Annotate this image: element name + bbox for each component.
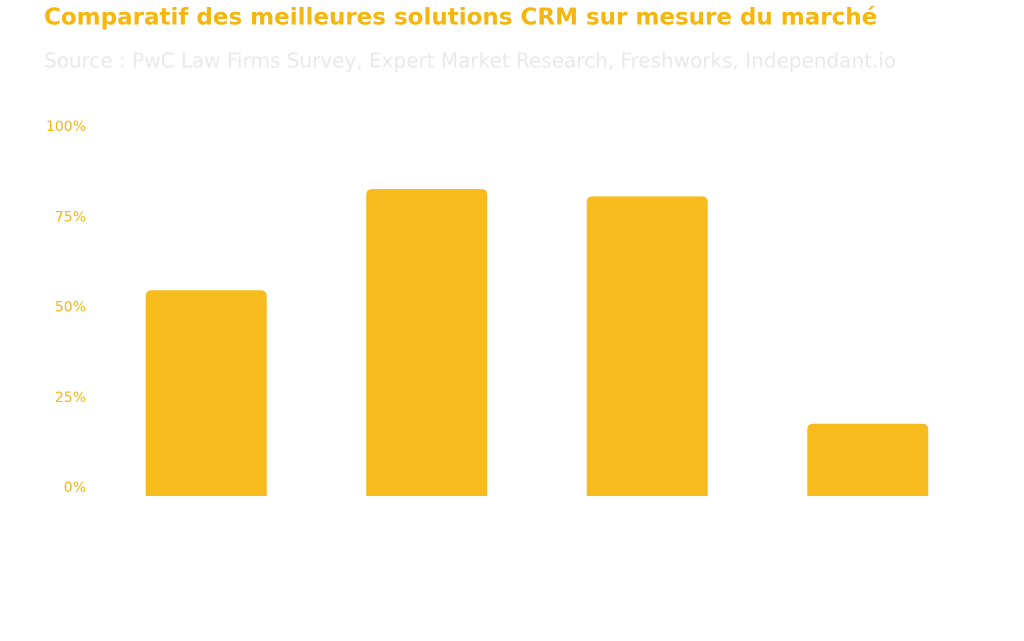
y-tick-label: 25%: [55, 390, 86, 406]
chart-title: Comparatif des meilleures solutions CRM …: [44, 5, 877, 31]
bar: [145, 290, 267, 496]
y-tick-label: 50%: [55, 300, 86, 316]
bar: [586, 196, 708, 496]
chart-subtitle: Source : PwC Law Firms Survey, Expert Ma…: [44, 49, 896, 73]
bar: [807, 423, 929, 496]
bar: [366, 189, 488, 496]
y-tick-label: 75%: [55, 209, 86, 225]
y-tick-label: 100%: [46, 119, 86, 135]
y-tick-label: 0%: [64, 480, 86, 496]
